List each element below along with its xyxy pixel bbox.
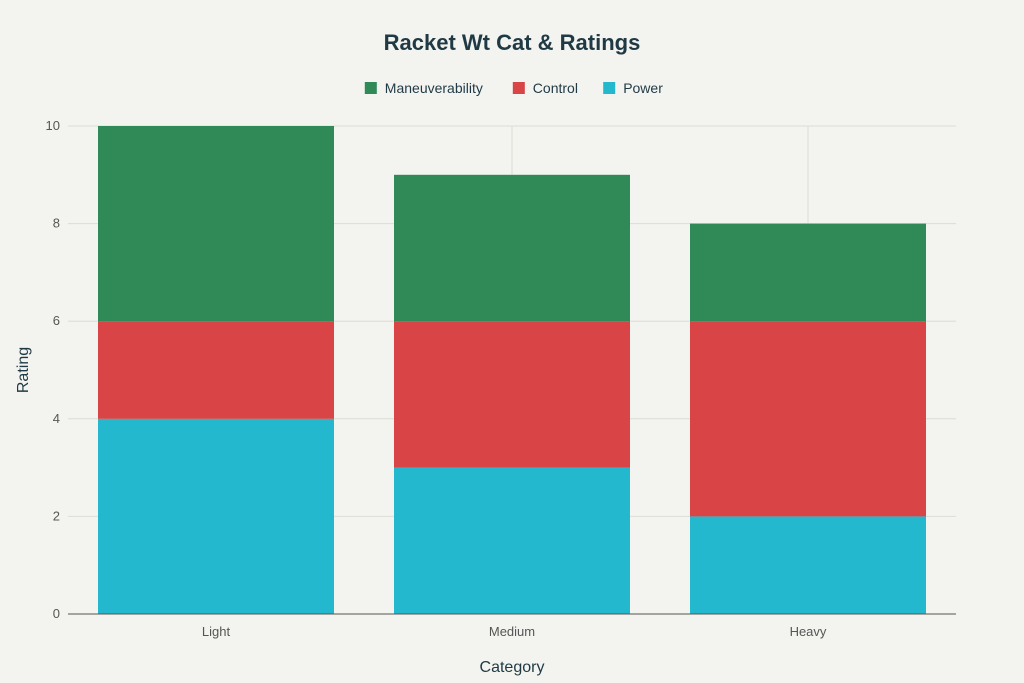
y-axis-title: Rating <box>15 347 32 393</box>
bar-maneuverability-heavy <box>690 223 926 322</box>
x-tick-label: Heavy <box>790 624 827 639</box>
bar-maneuverability-light <box>98 126 334 322</box>
y-tick-label: 8 <box>53 216 60 231</box>
x-axis-ticks: Light Medium Heavy <box>202 624 827 639</box>
legend-label-power: Power <box>623 80 663 96</box>
bar-power-medium <box>394 467 630 614</box>
legend-label-control: Control <box>533 80 578 96</box>
x-tick-label: Light <box>202 624 231 639</box>
y-tick-label: 10 <box>46 118 60 133</box>
legend: Maneuverability Control Power <box>364 80 663 96</box>
bar-maneuverability-medium <box>394 174 630 322</box>
bar-control-heavy <box>690 321 926 517</box>
legend-swatch-power <box>603 82 616 94</box>
y-tick-label: 2 <box>53 508 60 523</box>
legend-label-maneuverability: Maneuverability <box>385 80 483 96</box>
bar-power-heavy <box>690 516 926 614</box>
bar-power-light <box>98 418 334 614</box>
y-tick-label: 0 <box>53 606 60 621</box>
bars <box>98 126 926 614</box>
y-axis-ticks: 0 2 4 6 8 10 <box>46 118 60 621</box>
y-tick-label: 6 <box>53 313 60 328</box>
bar-control-light <box>98 321 334 419</box>
y-tick-label: 4 <box>53 411 60 426</box>
chart-title: Racket Wt Cat & Ratings <box>384 30 641 55</box>
legend-swatch-maneuverability <box>364 82 377 94</box>
x-axis-title: Category <box>480 659 545 676</box>
bar-control-medium <box>394 321 630 468</box>
x-tick-label: Medium <box>489 624 535 639</box>
legend-swatch-control <box>512 82 525 94</box>
